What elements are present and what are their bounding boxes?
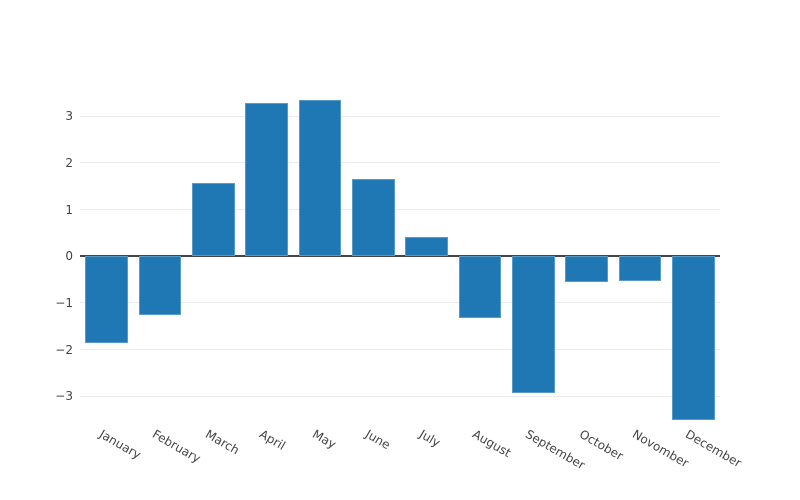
- bar-april[interactable]: [245, 103, 288, 257]
- gridline-y--3: [80, 395, 720, 397]
- bar-may[interactable]: [298, 100, 342, 257]
- x-tick-label-august: August: [470, 427, 514, 461]
- x-tick-label-december: December: [683, 427, 745, 471]
- bar-august[interactable]: [458, 256, 502, 318]
- y-tick-label: 3: [65, 109, 73, 124]
- x-tick-label-june: June: [363, 427, 393, 453]
- bar-december[interactable]: [672, 256, 715, 420]
- y-axis-tick-labels: 3 2 1 0 −1 −2 −3: [0, 100, 76, 420]
- gridline-y--2: [80, 349, 720, 351]
- y-tick-label: −3: [55, 389, 73, 404]
- bar-september[interactable]: [512, 256, 555, 394]
- x-tick-label-january: January: [96, 427, 144, 462]
- bar-july[interactable]: [405, 236, 448, 257]
- x-tick-label-novomber: Novomber: [630, 427, 692, 471]
- bar-october[interactable]: [565, 256, 608, 282]
- gridline-y--1: [80, 302, 720, 304]
- plot-area: [80, 100, 720, 420]
- gridline-y-2: [80, 162, 720, 164]
- gridline-y-1: [80, 209, 720, 211]
- bar-january[interactable]: [85, 256, 128, 344]
- zero-line: [80, 255, 720, 258]
- x-tick-label-february: February: [150, 427, 204, 466]
- bar-novomber[interactable]: [618, 256, 662, 281]
- x-tick-label-september: September: [523, 427, 588, 473]
- x-tick-label-april: April: [256, 427, 288, 453]
- x-tick-label-march: March: [203, 427, 243, 458]
- x-axis-tick-labels: January February March April May June July Augu…: [80, 420, 745, 500]
- gridline-y-3: [80, 115, 720, 117]
- bar-june[interactable]: [352, 179, 395, 257]
- x-tick-label-may: May: [310, 427, 339, 452]
- y-tick-label: 1: [65, 202, 73, 217]
- y-tick-label: 2: [65, 155, 73, 170]
- x-tick-label-july: July: [416, 427, 443, 450]
- y-tick-label: −2: [55, 342, 73, 357]
- bar-march[interactable]: [192, 183, 235, 257]
- y-tick-label: 0: [65, 249, 73, 264]
- y-tick-label: −1: [55, 295, 73, 310]
- bar-february[interactable]: [138, 256, 182, 315]
